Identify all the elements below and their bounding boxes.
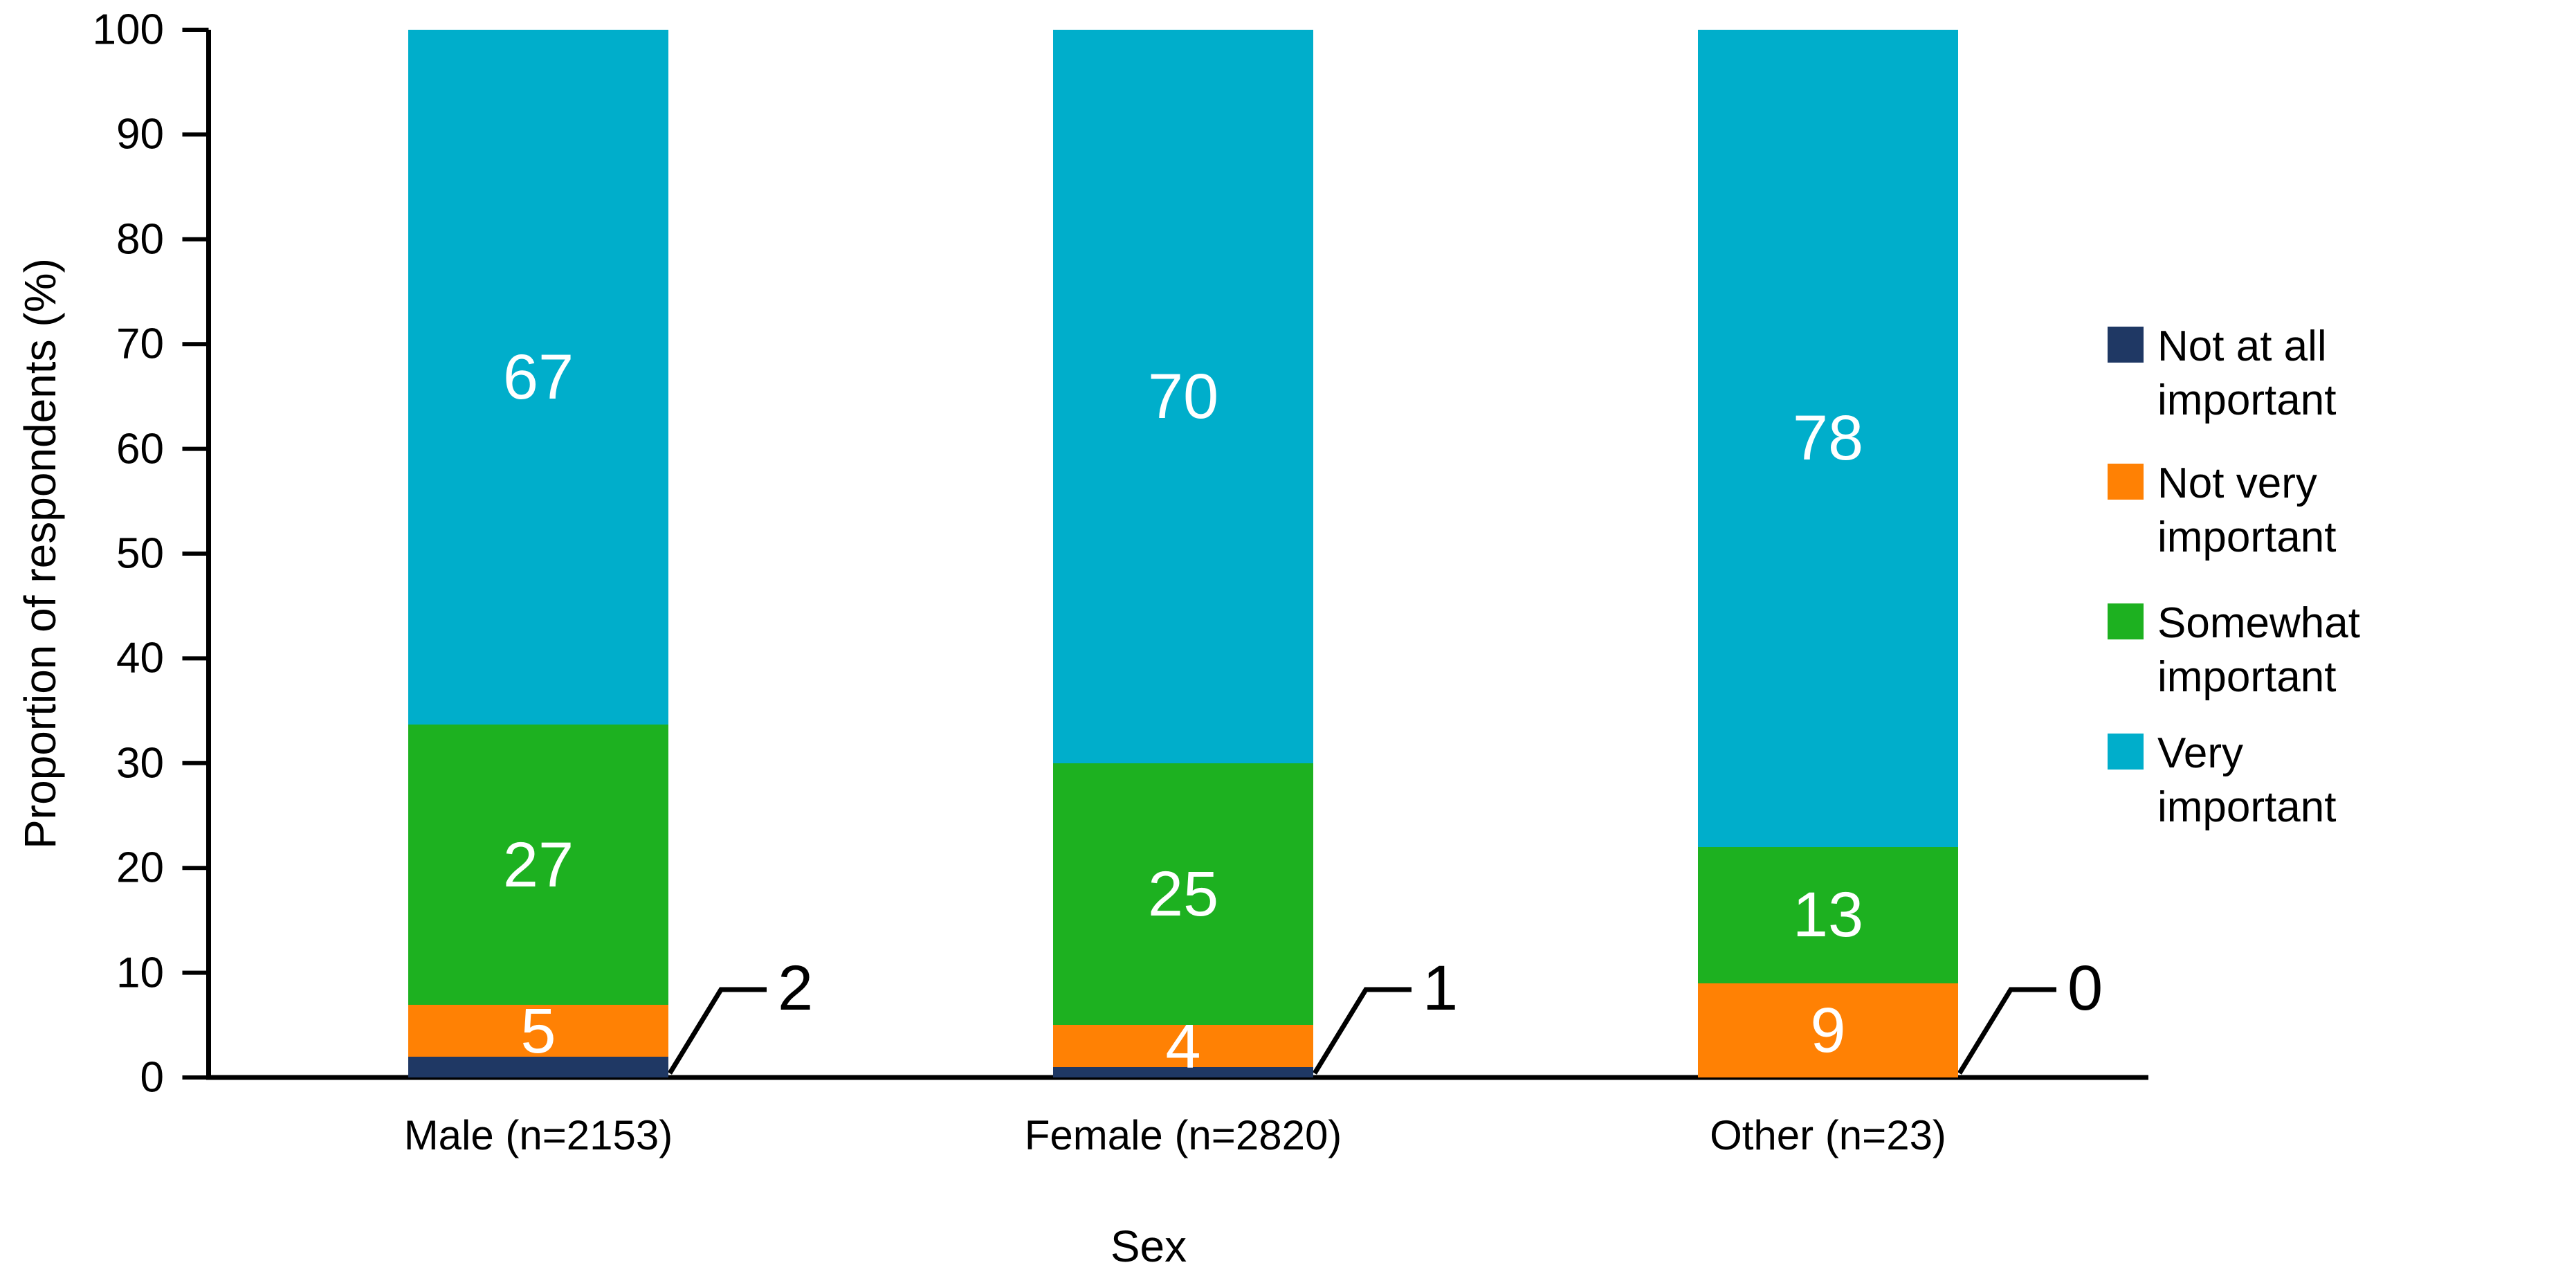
bar-segment-1-4	[408, 30, 668, 725]
bar-segment-2-1	[1053, 1066, 1313, 1077]
x-category-label: Other (n=23)	[1710, 1112, 1946, 1158]
bar-segment-2-4	[1053, 30, 1313, 763]
legend-swatch-icon	[2108, 734, 2144, 770]
y-tick-label: 90	[116, 110, 164, 158]
bar-value-label: 5	[520, 995, 556, 1066]
bar-value-label: 25	[1147, 859, 1219, 930]
x-category-label: Male (n=2153)	[403, 1112, 673, 1158]
bar-segment-1-3	[408, 725, 668, 1005]
legend-item: Not very important	[2108, 457, 2336, 565]
y-tick-label: 30	[116, 739, 164, 788]
bar-segment-1-2	[408, 1005, 668, 1057]
bar-segment-2-3	[1053, 763, 1313, 1026]
bar-segment-3-2	[1698, 983, 1958, 1077]
y-tick-label: 70	[116, 320, 164, 368]
y-tick-label: 50	[116, 529, 164, 578]
legend-item: Somewhat important	[2108, 597, 2360, 704]
callout-leader-line	[1957, 987, 2056, 1075]
y-tick-label: 60	[116, 425, 164, 473]
legend-item: Very important	[2108, 727, 2336, 835]
legend-label: Not very important	[2157, 459, 2337, 561]
bar-value-label: 9	[1810, 994, 1846, 1066]
legend-label: Somewhat important	[2157, 599, 2360, 701]
bar-segment-2-2	[1053, 1025, 1313, 1067]
callout-value-label: 2	[778, 953, 814, 1024]
x-category-label: Female (n=2820)	[1024, 1112, 1342, 1158]
legend-label: Very important	[2157, 729, 2337, 831]
bar-value-label: 13	[1792, 880, 1864, 951]
callout-leader-line	[668, 987, 767, 1075]
legend-swatch-icon	[2108, 327, 2144, 363]
y-tick-label: 20	[116, 844, 164, 892]
callout-value-label: 0	[2067, 953, 2103, 1024]
y-tick-label: 10	[116, 949, 164, 997]
y-tick-label: 0	[140, 1053, 164, 1102]
legend-swatch-icon	[2108, 603, 2144, 639]
legend-item: Not at all important	[2108, 320, 2336, 428]
legend-label: Not at all important	[2157, 322, 2337, 424]
legend-swatch-icon	[2108, 464, 2144, 500]
bar-segment-3-4	[1698, 30, 1958, 847]
y-tick-label: 40	[116, 634, 164, 682]
bar-segment-3-3	[1698, 846, 1958, 983]
callout-value-label: 1	[1423, 953, 1459, 1024]
bar-value-label: 78	[1792, 403, 1864, 474]
bar-value-label: 70	[1147, 361, 1219, 432]
bar-segment-1-1	[408, 1057, 668, 1077]
y-tick-label: 100	[92, 6, 164, 54]
callout-leader-line	[1313, 987, 1412, 1075]
bar-value-label: 27	[502, 829, 574, 900]
bar-value-label: 67	[502, 342, 574, 413]
y-tick-label: 80	[116, 215, 164, 264]
x-axis-title: Sex	[1110, 1221, 1187, 1271]
